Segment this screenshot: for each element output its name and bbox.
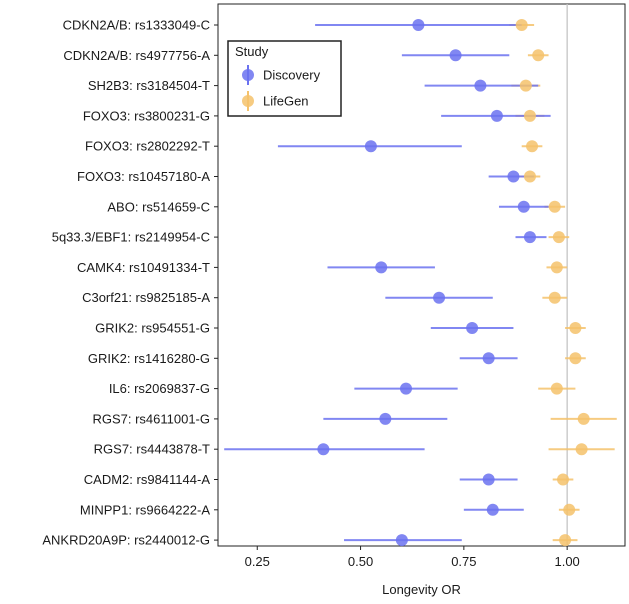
point-discovery bbox=[474, 79, 487, 92]
data-marks bbox=[224, 19, 617, 547]
category-label: RGS7: rs4611001-G bbox=[92, 411, 210, 426]
category-label: FOXO3: rs3800231-G bbox=[83, 108, 210, 123]
point-lifegen bbox=[526, 140, 539, 153]
x-tick-label: 0.75 bbox=[451, 554, 476, 569]
point-lifegen bbox=[523, 170, 536, 183]
category-label: ANKRD20A9P: rs2440012-G bbox=[42, 533, 210, 548]
category-label: SH2B3: rs3184504-T bbox=[88, 78, 210, 93]
point-lifegen bbox=[577, 412, 590, 425]
point-discovery bbox=[482, 473, 495, 486]
point-discovery bbox=[433, 291, 446, 304]
point-lifegen bbox=[569, 322, 582, 334]
legend: Study Discovery LifeGen bbox=[227, 40, 342, 117]
category-label: CADM2: rs9841144-A bbox=[84, 472, 211, 487]
point-lifegen bbox=[532, 49, 545, 62]
legend-key-point bbox=[242, 95, 254, 107]
point-discovery bbox=[490, 109, 503, 122]
category-label: GRIK2: rs954551-G bbox=[95, 321, 210, 336]
legend-key-point bbox=[242, 69, 254, 81]
category-label: 5q33.3/EBF1: rs2149954-C bbox=[52, 230, 210, 245]
category-label: IL6: rs2069837-G bbox=[109, 381, 210, 396]
point-lifegen bbox=[569, 352, 582, 365]
point-lifegen bbox=[575, 443, 588, 456]
category-label: MINPP1: rs9664222-A bbox=[80, 502, 210, 517]
x-axis: 0.25 0.50 0.75 1.00 bbox=[245, 546, 580, 569]
point-discovery bbox=[507, 170, 520, 183]
point-discovery bbox=[375, 261, 388, 274]
point-lifegen bbox=[515, 19, 528, 31]
point-discovery bbox=[482, 352, 495, 365]
point-lifegen bbox=[552, 231, 565, 244]
point-lifegen bbox=[550, 382, 563, 395]
point-discovery bbox=[400, 382, 413, 395]
point-lifegen bbox=[557, 473, 570, 486]
point-discovery bbox=[364, 140, 377, 153]
category-label: GRIK2: rs1416280-G bbox=[88, 351, 210, 366]
point-discovery bbox=[523, 231, 536, 244]
legend-entry-label: Discovery bbox=[263, 68, 321, 83]
point-discovery bbox=[449, 49, 462, 62]
point-lifegen bbox=[563, 503, 576, 516]
point-discovery bbox=[379, 412, 392, 425]
category-label: CDKN2A/B: rs1333049-C bbox=[63, 18, 210, 33]
point-lifegen bbox=[550, 261, 563, 274]
legend-entry-label: LifeGen bbox=[263, 94, 309, 109]
legend-title: Study bbox=[235, 44, 269, 59]
category-label: RGS7: rs4443878-T bbox=[94, 442, 210, 457]
point-lifegen bbox=[548, 291, 561, 304]
x-axis-title: Longevity OR bbox=[382, 582, 461, 597]
point-discovery bbox=[412, 19, 425, 31]
point-discovery bbox=[517, 200, 530, 213]
point-lifegen bbox=[523, 109, 536, 122]
x-tick-label: 0.50 bbox=[348, 554, 373, 569]
point-discovery bbox=[486, 503, 499, 516]
x-tick-label: 0.25 bbox=[245, 554, 270, 569]
category-label: C3orf21: rs9825185-A bbox=[82, 290, 210, 305]
point-discovery bbox=[466, 322, 479, 334]
category-label: ABO: rs514659-C bbox=[107, 199, 210, 214]
point-lifegen bbox=[519, 79, 532, 92]
category-label: FOXO3: rs2802292-T bbox=[85, 139, 210, 154]
point-lifegen bbox=[548, 200, 561, 213]
point-discovery bbox=[317, 443, 330, 456]
point-discovery bbox=[395, 534, 408, 547]
category-labels: CDKN2A/B: rs1333049-C CDKN2A/B: rs4977756… bbox=[42, 18, 218, 548]
x-tick-label: 1.00 bbox=[554, 554, 579, 569]
category-label: CAMK4: rs10491334-T bbox=[77, 260, 210, 275]
point-lifegen bbox=[559, 534, 572, 547]
category-label: FOXO3: rs10457180-A bbox=[77, 169, 210, 184]
category-label: CDKN2A/B: rs4977756-A bbox=[63, 48, 210, 63]
